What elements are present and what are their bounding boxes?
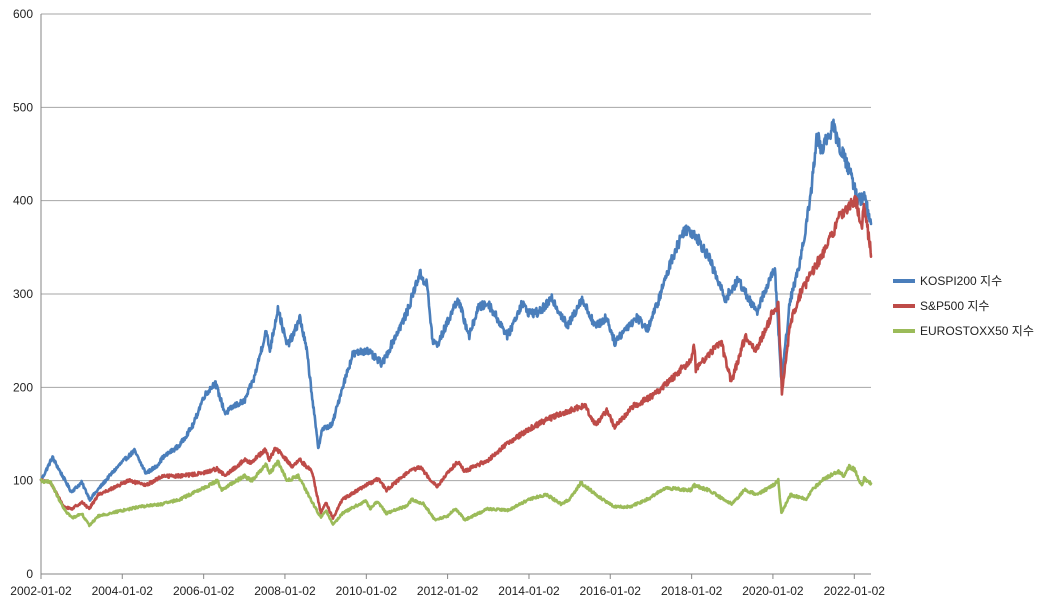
x-tick-label: 2016-01-02: [580, 584, 642, 598]
x-tick-label: 2014-01-02: [498, 584, 560, 598]
x-tick-label: 2006-01-02: [173, 584, 235, 598]
legend-label: KOSPI200 지수: [920, 274, 1002, 288]
gridlines: [41, 13, 871, 482]
x-tick-label: 2022-01-02: [824, 584, 886, 598]
x-tick-label: 2002-01-02: [10, 584, 72, 598]
y-tick-label: 600: [13, 7, 33, 21]
series-line-0: [39, 118, 873, 502]
y-tick-label: 500: [13, 100, 33, 114]
y-tick-label: 200: [13, 380, 33, 394]
axes: 0 100 200 300 400 500 600 2002-01-02 2004-01-02 2…: [10, 7, 885, 598]
series-lines: [39, 118, 873, 528]
x-tick-label: 2020-01-02: [742, 584, 804, 598]
x-tick-label: 2012-01-02: [417, 584, 479, 598]
series-line-1: [39, 194, 873, 520]
x-tick-label: 2010-01-02: [336, 584, 398, 598]
y-tick-label: 400: [13, 194, 33, 208]
x-tick-label: 2008-01-02: [254, 584, 316, 598]
legend: KOSPI200 지수 S&P500 지수 EUROSTOXX50 지수: [893, 274, 1034, 338]
y-tick-label: 0: [26, 567, 33, 581]
y-tick-label: 300: [13, 287, 33, 301]
series-line-2: [39, 459, 873, 528]
y-tick-label: 100: [13, 474, 33, 488]
legend-label: EUROSTOXX50 지수: [920, 324, 1034, 338]
legend-label: S&P500 지수: [920, 299, 989, 313]
x-tick-label: 2004-01-02: [92, 584, 154, 598]
x-tick-label: 2018-01-02: [661, 584, 723, 598]
